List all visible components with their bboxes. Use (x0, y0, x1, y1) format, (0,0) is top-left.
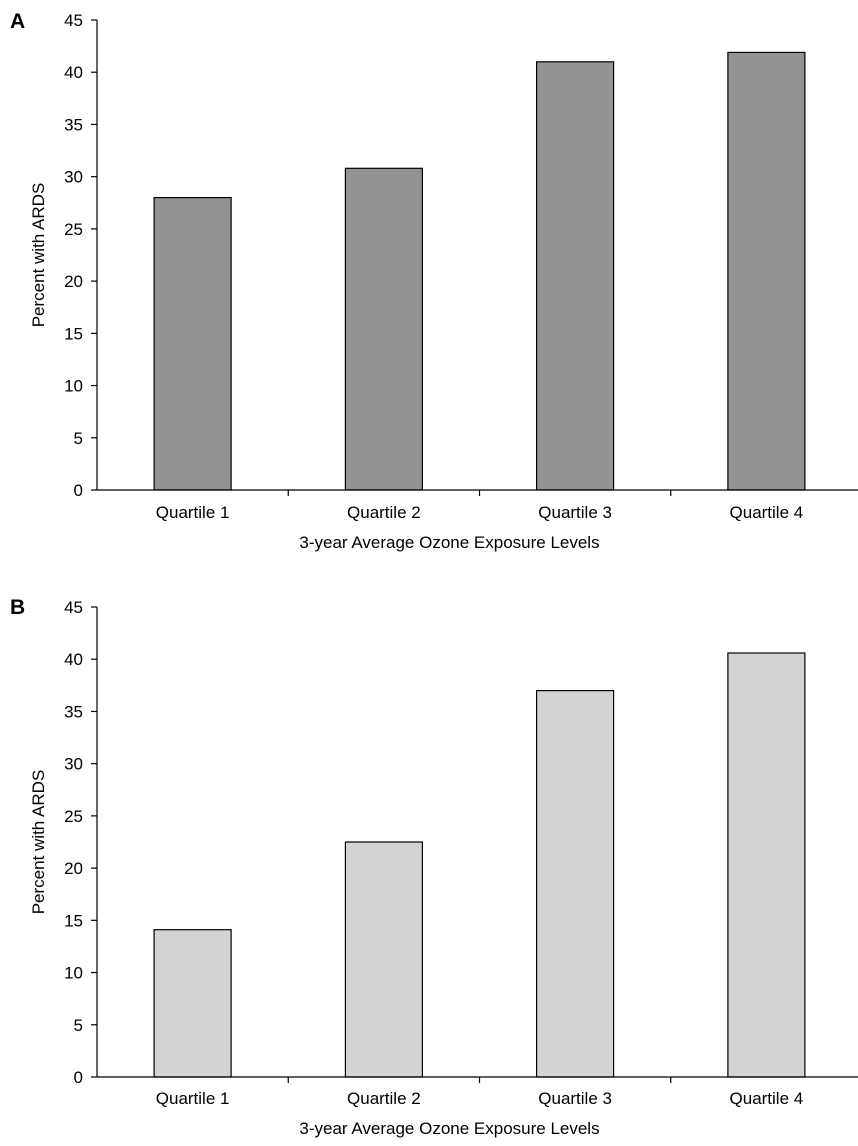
panel-a-bar-quartile-1 (153, 197, 232, 491)
panel-a-y-tick-label: 15 (64, 324, 83, 343)
panel-b-bar-quartile-2 (344, 841, 423, 1078)
chart-panel-a: A 0 5 10 15 20 25 30 35 40 45 Quartile 1 Quartile 2 Q… (10, 10, 858, 552)
panel-a-y-tick-label: 45 (64, 11, 83, 30)
panel-b-y-tick-label: 40 (64, 650, 83, 669)
panel-a-y-tick-label: 40 (64, 63, 83, 82)
panel-b-y-tick-label: 45 (64, 598, 83, 617)
panel-a-y-tick-label: 5 (74, 429, 83, 448)
panel-b-y-tick-label: 15 (64, 911, 83, 930)
panel-b-bar-quartile-1 (153, 929, 232, 1078)
panel-a-category-label: Quartile 4 (730, 503, 804, 522)
panel-a-bar-quartile-3 (535, 61, 615, 491)
panel-a-y-tick-label: 25 (64, 220, 83, 239)
panel-a-y-tick-label: 35 (64, 115, 83, 134)
panel-b-category-label: Quartile 4 (730, 1089, 804, 1108)
panel-b-y-tick-label: 5 (74, 1016, 83, 1035)
panel-a-bar-quartile-2 (344, 167, 423, 491)
panel-a-y-tick-label: 10 (64, 377, 83, 396)
panel-b-x-axis-title: 3-year Average Ozone Exposure Levels (299, 1119, 599, 1138)
panel-a-bar-quartile-4 (727, 51, 806, 491)
panel-b-y-tick-label: 35 (64, 702, 83, 721)
panel-b-category-label: Quartile 3 (538, 1089, 612, 1108)
panel-a-y-tick-label: 30 (64, 168, 83, 187)
panel-b-label: B (10, 596, 25, 619)
panel-b-y-tick-label: 0 (74, 1068, 83, 1087)
panel-b-bar-quartile-3 (535, 689, 615, 1078)
panel-a-x-axis-title: 3-year Average Ozone Exposure Levels (299, 533, 599, 552)
panel-a-y-axis-title: Percent with ARDS (29, 183, 48, 328)
panel-b-y-tick-label: 20 (64, 859, 83, 878)
panel-b-bar-quartile-4 (727, 652, 806, 1078)
chart-panel-b: B 0 5 10 15 20 25 30 35 40 45 Quartile 1 Quartile 2 Q… (10, 596, 858, 1138)
panel-b-category-label: Quartile 2 (347, 1089, 421, 1108)
panel-b-y-axis-title: Percent with ARDS (29, 770, 48, 915)
panel-b-y-tick-label: 30 (64, 755, 83, 774)
panel-a-y-tick-label: 0 (74, 481, 83, 500)
panel-a-label: A (10, 10, 25, 33)
panel-a-category-label: Quartile 2 (347, 503, 421, 522)
panel-a-category-label: Quartile 1 (156, 503, 230, 522)
panel-a-category-label: Quartile 3 (538, 503, 612, 522)
panel-b-category-label: Quartile 1 (156, 1089, 230, 1108)
panel-a-y-tick-label: 20 (64, 272, 83, 291)
panel-b-y-tick-label: 10 (64, 964, 83, 983)
panel-b-y-tick-label: 25 (64, 807, 83, 826)
